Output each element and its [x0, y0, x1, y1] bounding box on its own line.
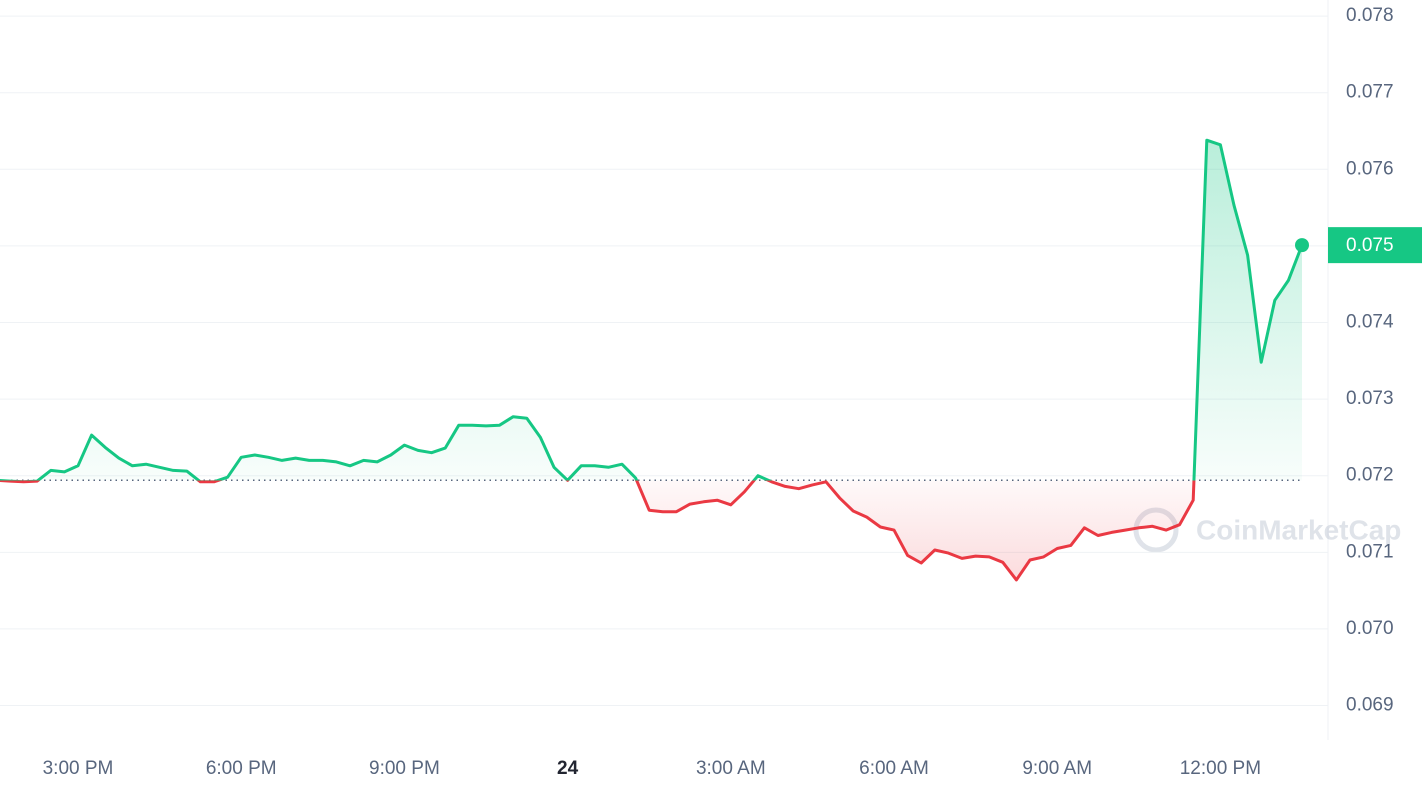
watermark: CoinMarketCap	[1133, 507, 1401, 553]
y-tick-label: 0.077	[1346, 82, 1394, 103]
y-tick-label: 0.074	[1346, 312, 1394, 333]
y-tick-label: 0.070	[1346, 618, 1394, 639]
x-tick-label: 6:00 PM	[206, 758, 277, 779]
x-tick-label: 3:00 PM	[43, 758, 114, 779]
x-tick-label: 9:00 AM	[1022, 758, 1092, 779]
price-tag	[1328, 227, 1422, 264]
y-tick-label: 0.071	[1346, 541, 1394, 562]
x-tick-label: 3:00 AM	[696, 758, 766, 779]
y-tick-label: 0.078	[1346, 5, 1394, 26]
y-tick-label: 0.072	[1346, 465, 1394, 486]
area	[0, 140, 1302, 580]
price-tag-label: 0.075	[1346, 235, 1394, 256]
y-tick-label: 0.073	[1346, 388, 1394, 409]
y-tick-label: 0.069	[1346, 695, 1394, 716]
price-line	[0, 138, 1304, 582]
last-point	[1295, 238, 1309, 253]
x-tick-label: 24	[557, 758, 579, 779]
x-tick-label: 9:00 PM	[369, 758, 440, 779]
watermark-text: CoinMarketCap	[1196, 514, 1401, 545]
x-tick-label: 12:00 PM	[1180, 758, 1261, 779]
y-tick-label: 0.076	[1346, 158, 1394, 179]
x-tick-label: 6:00 AM	[859, 758, 929, 779]
